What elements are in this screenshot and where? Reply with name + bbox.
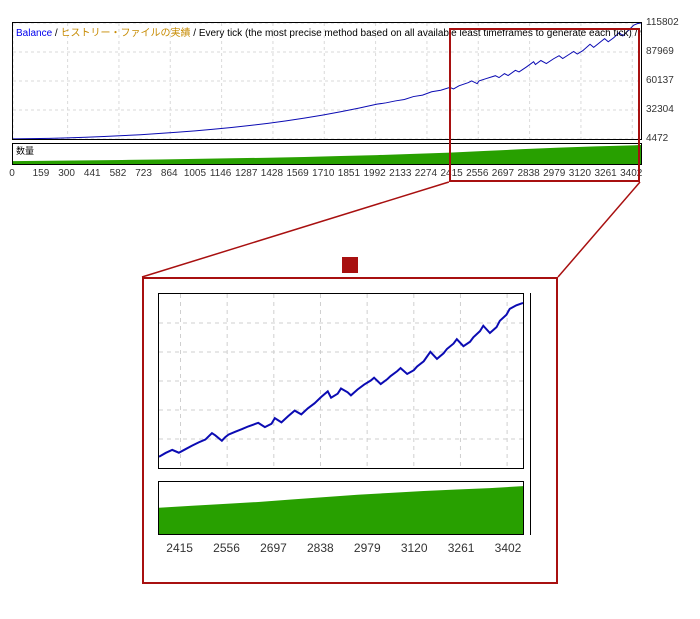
legend-pct: 90.00% <box>640 28 642 39</box>
top-y-axis-ticks: 1158028796960137323044472 <box>646 22 686 165</box>
detail-chart-panel: 24152556269728382979312032613402 <box>142 277 558 584</box>
volume-label: 数量 <box>16 144 34 157</box>
legend-balance: Balance <box>16 28 52 39</box>
detail-volume-svg <box>159 482 523 534</box>
detail-equity-svg <box>159 294 523 468</box>
legend-history: ヒストリー・ファイルの実績 <box>60 28 190 39</box>
detail-right-axis-rule <box>530 293 531 535</box>
detail-x-axis-ticks: 24152556269728382979312032613402 <box>158 541 524 557</box>
detail-equity-chart <box>158 293 524 469</box>
zoom-connector-square <box>342 257 358 273</box>
detail-volume-chart <box>158 481 524 535</box>
zoom-rectangle <box>449 28 640 182</box>
